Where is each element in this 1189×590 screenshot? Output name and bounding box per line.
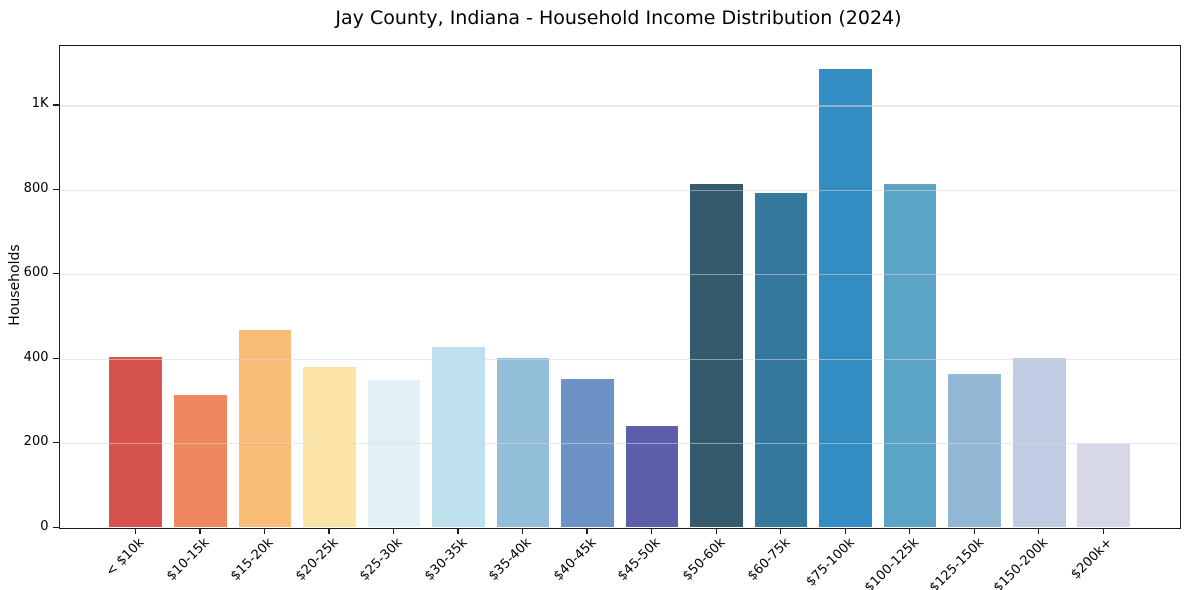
bar-$50-60k — [690, 183, 743, 528]
bar-$75-100k — [819, 69, 872, 528]
x-axis-tick — [521, 527, 524, 534]
x-axis-tick — [1038, 527, 1040, 534]
gridline-800 — [59, 189, 1180, 192]
gridline-1K — [59, 105, 1180, 107]
x-axis-tick — [134, 527, 136, 534]
x-tick-label-$100-125k: $100-125k — [861, 534, 923, 590]
x-axis-tick — [263, 527, 266, 534]
x-axis-tick — [909, 527, 911, 534]
bar-$30-35k — [432, 347, 485, 528]
x-tick-label-$25-30k: $25-30k — [357, 534, 406, 584]
y-axis-tick — [52, 442, 59, 444]
x-axis-tick — [1102, 527, 1104, 534]
y-axis-tick — [52, 104, 59, 106]
bar-$10-15k — [173, 394, 227, 528]
plot-area — [58, 44, 1181, 529]
x-tick-label-$30-35k: $30-35k — [421, 534, 471, 584]
y-tick-label-800: 800 — [23, 180, 49, 196]
x-tick-label-$75-100k: $75-100k — [803, 534, 858, 590]
x-tick-label-$35-40k: $35-40k — [486, 534, 535, 584]
x-tick-label-$20-25k: $20-25k — [292, 534, 342, 584]
x-axis-tick — [715, 527, 717, 534]
gridline-400 — [59, 358, 1180, 360]
y-tick-label-0: 0 — [40, 518, 49, 534]
y-tick-label-1K: 1K — [31, 96, 49, 112]
bar-$100-125k — [883, 183, 937, 528]
bar-$200k+ — [1077, 444, 1131, 528]
x-tick-label-$50-60k: $50-60k — [679, 534, 729, 584]
bar-$15-20k — [238, 329, 292, 528]
bar-$35-40k — [496, 357, 550, 528]
x-tick-label-$40-45k: $40-45k — [550, 534, 600, 584]
x-tick-label-$15-20k: $15-20k — [228, 534, 277, 584]
x-axis-tick — [973, 527, 975, 534]
x-axis-tick — [780, 527, 782, 534]
bar-< $10k — [109, 356, 163, 528]
x-tick-label-$150-200k: $150-200k — [990, 534, 1052, 590]
bar-$40-45k — [561, 378, 614, 528]
y-tick-label-200: 200 — [23, 434, 49, 450]
x-tick-label-$200k+: $200k+ — [1068, 534, 1116, 582]
y-axis-tick — [52, 357, 59, 359]
bar-$60-75k — [754, 193, 808, 528]
y-axis-tick — [52, 273, 59, 275]
x-axis-tick — [328, 527, 330, 534]
x-axis-tick — [199, 527, 201, 534]
bar-$125-150k — [948, 373, 1001, 528]
y-tick-label-400: 400 — [23, 349, 49, 365]
bar-$25-30k — [367, 380, 421, 528]
bar-$150-200k — [1012, 358, 1066, 528]
x-axis-tick — [651, 527, 653, 534]
x-axis-tick — [844, 527, 846, 534]
bar-$20-25k — [303, 366, 356, 528]
bar-$45-50k — [625, 426, 679, 528]
x-tick-label-$60-75k: $60-75k — [744, 534, 793, 584]
chart-title: Jay County, Indiana - Household Income D… — [335, 7, 902, 29]
y-axis-label: Households — [7, 244, 23, 326]
x-tick-label-$125-150k: $125-150k — [926, 534, 987, 590]
x-tick-label-$10-15k: $10-15k — [163, 534, 213, 584]
x-tick-label-< $10k: < $10k — [103, 534, 148, 579]
x-axis-tick — [457, 527, 459, 534]
gridline-200 — [59, 443, 1180, 445]
y-axis-tick — [52, 188, 59, 191]
gridline-600 — [59, 274, 1180, 276]
y-tick-label-600: 600 — [23, 265, 49, 281]
x-tick-label-$45-50k: $45-50k — [615, 534, 664, 584]
y-axis-tick — [52, 526, 59, 528]
x-axis-tick — [392, 527, 395, 534]
x-axis-tick — [586, 527, 588, 534]
